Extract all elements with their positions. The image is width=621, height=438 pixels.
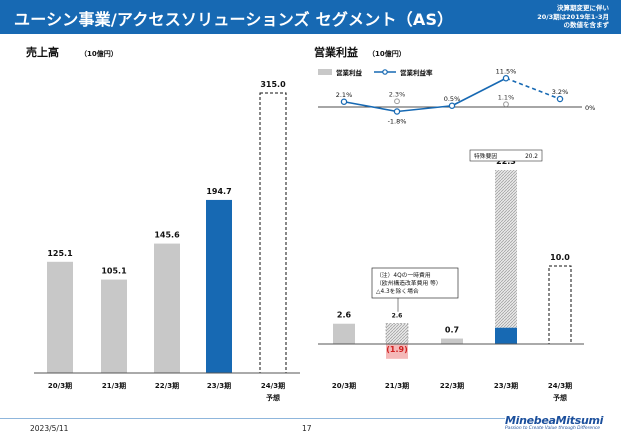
profit-note-line: （注）4Qの一時費用 <box>376 271 431 279</box>
profit-special-box <box>469 149 543 162</box>
margin-marker <box>448 102 456 110</box>
margin-adjusted-label: 1.1% <box>498 93 515 101</box>
profit-value-label: 10.0 <box>550 253 570 262</box>
sales-category-sublabel: 予想 <box>266 393 280 402</box>
sales-bar <box>206 199 232 373</box>
sales-unit: （10億円） <box>80 49 118 58</box>
sales-category-label: 20/3期 <box>48 381 72 390</box>
profit-bar-adjusted <box>385 323 409 345</box>
sales-value-label: 145.6 <box>154 231 180 240</box>
sales-category-label: 21/3期 <box>102 381 126 390</box>
sales-bar <box>259 92 287 374</box>
legend-swatch-bar <box>318 69 332 75</box>
legend-label-margin: 営業利益率 <box>400 68 433 77</box>
sales-bar <box>101 279 127 373</box>
sales-value-label: 125.1 <box>47 249 73 258</box>
logo-name: MinebeaMitsumi <box>505 414 604 427</box>
profit-value-label-negative: (1.9) <box>386 345 407 354</box>
page-number: 17 <box>302 424 312 433</box>
margin-adjusted-label: 2.3% <box>389 90 406 98</box>
margin-value-label: 11.5% <box>496 67 517 75</box>
margin-value-label: -1.8% <box>388 118 407 126</box>
segment-charts: 売上高 （10億円） 125.1 20/3期 105.1 21/3期 145.6 22/3期 1… <box>26 45 595 402</box>
header-note-line: 決算期変更に伴い <box>557 4 609 12</box>
sales-value-label: 315.0 <box>260 80 286 89</box>
header-note-line: 20/3期は2019年1-3月 <box>537 12 609 21</box>
profit-bar-base <box>495 327 517 344</box>
profit-category-label: 23/3期 <box>494 381 518 390</box>
margin-marker <box>502 75 510 82</box>
margin-value-label: 0.5% <box>444 95 461 103</box>
profit-note-line: △4.3を除く場合 <box>376 287 419 295</box>
sales-bar <box>47 261 73 373</box>
profit-special-value: 20.2 <box>525 154 538 160</box>
legend-label-profit: 営業利益 <box>336 68 363 77</box>
margin-adjusted-marker <box>394 98 400 105</box>
sales-title: 売上高 <box>26 45 59 59</box>
profit-bar <box>441 338 463 344</box>
profit-value-label: 0.7 <box>445 326 459 335</box>
footer-date: 2023/5/11 <box>30 424 69 433</box>
margin-line-segment <box>343 100 398 113</box>
profit-bar-negative <box>386 344 408 359</box>
profit-special-label: 特殊要因 <box>474 152 497 160</box>
header-note-line: の数値を含まず <box>563 21 610 29</box>
margin-value-label: 3.2% <box>552 88 569 96</box>
profit-bar <box>333 323 355 344</box>
margin-value-label: 2.1% <box>336 91 353 99</box>
margin-zero-label: 0% <box>585 104 595 112</box>
profit-adjusted-label: 2.6 <box>392 313 403 320</box>
profit-value-label: 22.3 <box>496 157 516 166</box>
profit-bar-special <box>495 170 517 328</box>
sales-category-label: 23/3期 <box>207 381 231 390</box>
profit-note-box <box>371 267 459 299</box>
profit-bar-forecast <box>548 265 572 345</box>
margin-marker <box>340 98 348 106</box>
profit-category-label: 22/3期 <box>440 381 464 390</box>
footer-line <box>0 418 505 419</box>
company-logo: MinebeaMitsumi Passion to Create Value t… <box>505 414 615 438</box>
profit-value-label: 2.6 <box>337 311 352 320</box>
margin-line-segment <box>451 77 507 107</box>
header-bar: ユーシン事業/アクセスソリューションズ セグメント（AS） 決算期変更に伴い 2… <box>0 0 621 34</box>
page-title: ユーシン事業/アクセスソリューションズ セグメント（AS） <box>14 10 454 29</box>
profit-title: 営業利益 <box>314 45 358 59</box>
margin-marker <box>393 108 401 115</box>
header-note: 決算期変更に伴い 20/3期は2019年1-3月 の数値を含まず <box>489 4 609 30</box>
profit-note-line: （欧州構造改革費用 等） <box>376 279 442 287</box>
sales-category-label: 22/3期 <box>155 381 179 390</box>
margin-line-segment <box>396 104 453 113</box>
profit-unit: （10億円） <box>368 49 406 58</box>
sales-bar <box>154 243 180 373</box>
margin-marker <box>556 95 564 103</box>
profit-category-label: 24/3期 <box>548 381 572 390</box>
profit-category-sublabel: 予想 <box>553 393 567 402</box>
profit-category-label: 20/3期 <box>332 381 356 390</box>
margin-adjusted-marker <box>503 101 509 108</box>
sales-category-label: 24/3期 <box>261 381 285 390</box>
logo-tagline: Passion to Create Value through Differen… <box>505 426 601 431</box>
profit-category-label: 21/3期 <box>385 381 409 390</box>
legend-swatch-marker <box>382 69 388 75</box>
sales-value-label: 105.1 <box>101 267 127 276</box>
margin-line-segment <box>505 77 561 100</box>
sales-value-label: 194.7 <box>206 187 231 196</box>
